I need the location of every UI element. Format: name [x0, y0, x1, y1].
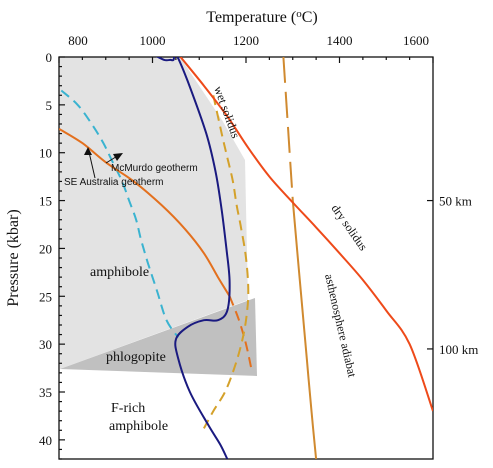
dry-solidus-line [179, 57, 433, 412]
y-axis-title: Pressure (kbar) [5, 209, 22, 306]
depth-axis: 50 km 100 km [427, 194, 478, 357]
x-axis: 800 1000 1200 1400 1600 Temperature (oC) [58, 8, 434, 63]
y-tick-label: 5 [46, 98, 53, 113]
curve-layer [59, 57, 433, 459]
phlogopite-field [60, 298, 257, 376]
mcmurdo-geotherm-line [60, 89, 180, 338]
mcmurdo-arrowhead [113, 153, 123, 161]
asthenosphere-adiabat-upper-line [282, 57, 294, 201]
asthenosphere-adiabat-label: asthenosphere adiabat [322, 273, 360, 380]
se-australia-geotherm-line [59, 127, 231, 297]
mcmurdo-label: McMurdo geotherm [111, 163, 198, 174]
x-tick-label: 1600 [403, 33, 429, 48]
se-australia-geotherm-extrapolated-line [228, 295, 253, 371]
depth-label: 50 km [439, 194, 472, 209]
amphibole-label: amphibole [90, 265, 149, 280]
amphibole-field [59, 57, 248, 369]
y-axis: 0 5 10 15 20 25 30 35 40 Pressure (kbar) [5, 50, 65, 460]
se-australia-label: SE Australia geotherm [64, 177, 164, 188]
y-tick-label: 15 [39, 194, 52, 209]
y-tick-label: 40 [39, 433, 52, 448]
dry-solidus-label: dry solidus [329, 202, 371, 254]
x-tick-label: 1200 [233, 33, 259, 48]
x-tick-label: 1000 [140, 33, 166, 48]
wet-solidus-line [203, 95, 250, 429]
y-tick-label: 25 [39, 289, 52, 304]
amphibole-stability-limit-line [155, 57, 231, 459]
x-tick-label: 1400 [327, 33, 353, 48]
depth-label: 100 km [439, 342, 478, 357]
y-tick-label: 30 [39, 337, 52, 352]
x-tick-label: 800 [68, 33, 88, 48]
se-australia-arrowhead [84, 147, 92, 155]
pointer-arrows [84, 147, 123, 179]
x-axis-title: Temperature (oC) [206, 8, 317, 26]
f-rich-label: F-rich [111, 401, 145, 416]
y-tick-label: 20 [39, 241, 52, 256]
f-rich-amphibole-label: amphibole [109, 419, 168, 434]
phlogopite-label: phlogopite [106, 350, 166, 365]
asthenosphere-adiabat-line [291, 200, 318, 459]
y-tick-label: 10 [39, 146, 52, 161]
y-tick-label: 0 [46, 50, 53, 65]
y-tick-label: 35 [39, 385, 52, 400]
